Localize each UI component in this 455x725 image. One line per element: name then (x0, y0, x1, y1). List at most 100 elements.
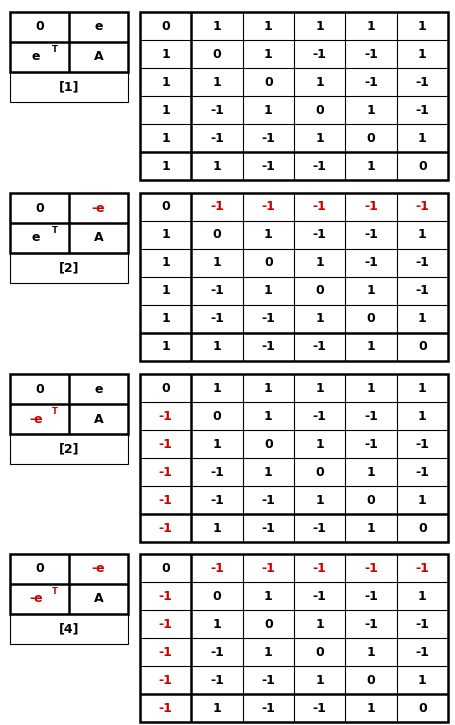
Text: -1: -1 (364, 75, 378, 88)
Text: 1: 1 (212, 75, 222, 88)
Text: 1: 1 (418, 48, 427, 60)
Text: 1: 1 (161, 341, 170, 354)
Text: 1: 1 (315, 494, 324, 507)
Text: 0: 0 (161, 561, 170, 574)
Text: 1: 1 (212, 381, 222, 394)
Text: e: e (94, 20, 103, 33)
Text: 0: 0 (315, 104, 324, 117)
Text: 1: 1 (161, 312, 170, 326)
Text: -1: -1 (364, 410, 378, 423)
Text: 1: 1 (161, 160, 170, 173)
Text: 0: 0 (161, 201, 170, 213)
Text: -1: -1 (159, 437, 172, 450)
Text: -e: -e (92, 202, 105, 215)
Text: -1: -1 (159, 618, 172, 631)
Text: [1]: [1] (59, 80, 79, 94)
Text: e: e (32, 51, 40, 64)
Text: 1: 1 (418, 312, 427, 326)
Text: 0: 0 (264, 75, 273, 88)
Text: -1: -1 (313, 589, 327, 602)
Text: -1: -1 (210, 201, 224, 213)
Text: 1: 1 (264, 645, 273, 658)
Text: 1: 1 (212, 437, 222, 450)
Text: -1: -1 (364, 228, 378, 241)
Text: e: e (94, 383, 103, 396)
Text: -1: -1 (159, 702, 172, 715)
Text: 0: 0 (264, 618, 273, 631)
Text: 1: 1 (264, 381, 273, 394)
Text: -1: -1 (261, 674, 275, 687)
Text: -1: -1 (210, 104, 224, 117)
Text: -1: -1 (415, 75, 429, 88)
Text: 1: 1 (315, 20, 324, 33)
Text: -1: -1 (210, 312, 224, 326)
Text: A: A (94, 51, 103, 64)
Text: -1: -1 (313, 48, 327, 60)
Text: 1: 1 (418, 589, 427, 602)
Text: -e: -e (92, 563, 105, 576)
Text: -1: -1 (261, 312, 275, 326)
Text: 0: 0 (264, 437, 273, 450)
Text: -1: -1 (159, 410, 172, 423)
Text: -1: -1 (261, 131, 275, 144)
Text: T: T (52, 225, 58, 235)
Text: -1: -1 (261, 341, 275, 354)
Text: -1: -1 (415, 104, 429, 117)
Text: 1: 1 (315, 437, 324, 450)
Text: 1: 1 (367, 160, 375, 173)
Text: T: T (52, 587, 58, 596)
Text: 0: 0 (212, 410, 222, 423)
Text: -1: -1 (261, 702, 275, 715)
Text: 1: 1 (161, 75, 170, 88)
Text: A: A (94, 413, 103, 426)
Text: 1: 1 (264, 465, 273, 478)
Text: 1: 1 (367, 645, 375, 658)
Text: 0: 0 (367, 494, 375, 507)
Text: -e: -e (29, 592, 43, 605)
Text: -1: -1 (364, 589, 378, 602)
Text: -1: -1 (364, 437, 378, 450)
Text: 0: 0 (367, 131, 375, 144)
Text: 1: 1 (315, 312, 324, 326)
Text: 1: 1 (315, 674, 324, 687)
Text: -1: -1 (159, 674, 172, 687)
Text: -1: -1 (210, 561, 224, 574)
Text: 1: 1 (315, 618, 324, 631)
Text: 1: 1 (264, 20, 273, 33)
Text: -1: -1 (364, 48, 378, 60)
Text: 0: 0 (418, 702, 427, 715)
Text: 1: 1 (367, 702, 375, 715)
Text: -1: -1 (415, 257, 429, 270)
Text: -1: -1 (159, 465, 172, 478)
Text: -1: -1 (313, 228, 327, 241)
Text: 1: 1 (315, 75, 324, 88)
Text: [4]: [4] (59, 623, 79, 636)
Text: 1: 1 (367, 341, 375, 354)
Text: 0: 0 (264, 257, 273, 270)
Text: 1: 1 (367, 284, 375, 297)
Text: -1: -1 (210, 645, 224, 658)
Text: -1: -1 (159, 645, 172, 658)
Text: 1: 1 (264, 284, 273, 297)
Text: 0: 0 (418, 341, 427, 354)
Text: [2]: [2] (59, 262, 79, 275)
Text: -1: -1 (261, 160, 275, 173)
Text: 1: 1 (161, 104, 170, 117)
Text: -1: -1 (313, 341, 327, 354)
Text: 0: 0 (212, 589, 222, 602)
Text: -1: -1 (261, 201, 275, 213)
Text: 1: 1 (161, 257, 170, 270)
Text: -1: -1 (364, 561, 378, 574)
Text: 0: 0 (35, 202, 44, 215)
Text: 0: 0 (315, 284, 324, 297)
Text: 1: 1 (315, 257, 324, 270)
Text: 1: 1 (161, 228, 170, 241)
Text: 1: 1 (212, 702, 222, 715)
Text: -1: -1 (313, 521, 327, 534)
Text: 0: 0 (418, 521, 427, 534)
Text: 0: 0 (212, 228, 222, 241)
Text: -e: -e (29, 413, 43, 426)
Text: 1: 1 (367, 20, 375, 33)
Text: 0: 0 (161, 381, 170, 394)
Text: 1: 1 (418, 228, 427, 241)
